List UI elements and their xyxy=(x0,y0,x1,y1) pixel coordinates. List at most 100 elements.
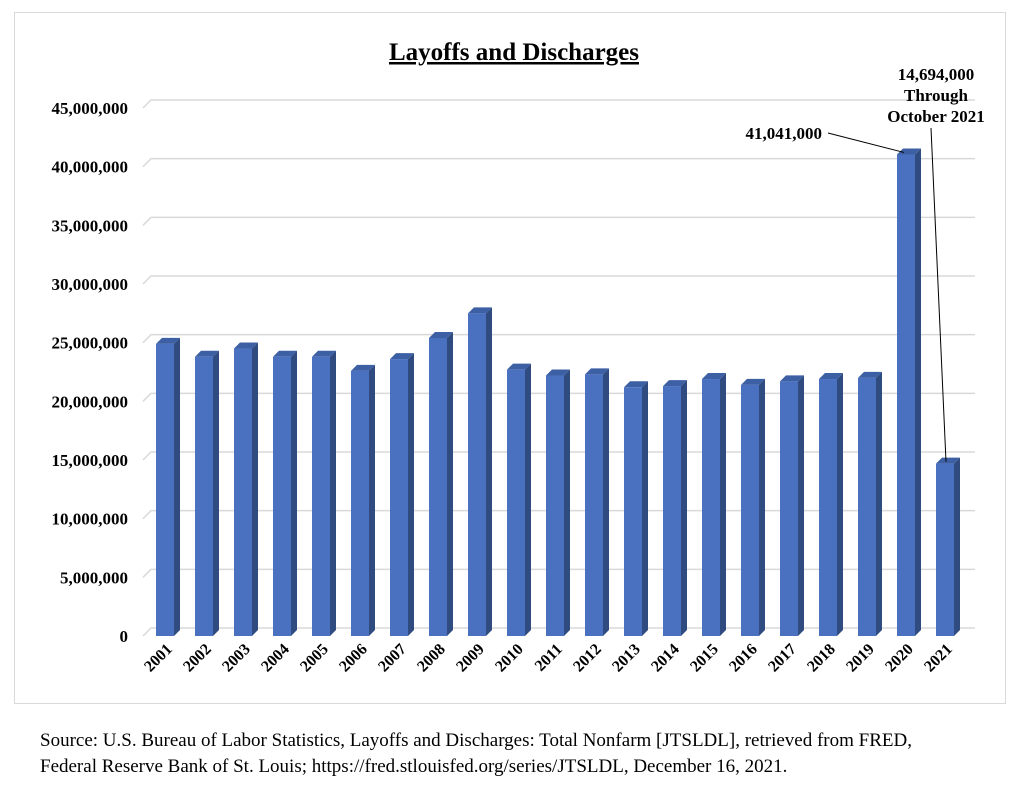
bar-top xyxy=(468,307,492,314)
x-tick-label: 2001 xyxy=(141,641,176,676)
x-tick-label: 2008 xyxy=(414,641,449,676)
x-tick-label: 2009 xyxy=(453,641,488,676)
bar xyxy=(624,387,642,636)
y-tick-label: 40,000,000 xyxy=(52,158,129,177)
bar-top xyxy=(351,364,375,371)
annotation-leader-line xyxy=(827,132,905,153)
bar-side xyxy=(486,307,492,636)
y-tick-label: 20,000,000 xyxy=(52,392,129,411)
bar-top xyxy=(897,148,921,155)
x-tick-label: 2010 xyxy=(492,641,527,676)
bar xyxy=(585,374,603,636)
gridline xyxy=(142,157,975,168)
bar-side xyxy=(603,368,609,636)
bar xyxy=(156,343,174,636)
bar-side xyxy=(369,364,375,636)
bar-side xyxy=(174,337,180,636)
y-tick-label: 15,000,000 xyxy=(52,451,129,470)
bar-side xyxy=(213,350,219,636)
bar xyxy=(234,348,252,636)
bar-top xyxy=(936,457,960,464)
x-tick-label: 2004 xyxy=(258,641,293,676)
bar-top xyxy=(858,371,882,378)
chart-frame xyxy=(14,12,1006,704)
bar xyxy=(195,356,213,636)
gridline xyxy=(142,509,975,520)
x-tick-label: 2016 xyxy=(726,641,761,676)
bar xyxy=(702,379,720,636)
annotation-leader-line xyxy=(930,127,947,462)
x-tick-label: 2012 xyxy=(570,641,605,676)
bar xyxy=(390,359,408,636)
bar-top xyxy=(195,350,219,357)
bar-top xyxy=(702,373,726,380)
annotation-2021-line: 14,694,000 xyxy=(898,65,975,84)
bar xyxy=(741,384,759,636)
bar xyxy=(546,375,564,636)
bar-side xyxy=(330,350,336,636)
y-tick-label: 30,000,000 xyxy=(52,275,129,294)
bar-side xyxy=(876,371,882,636)
x-tick-label: 2021 xyxy=(921,641,956,676)
bar xyxy=(273,356,291,636)
bar-top xyxy=(312,350,336,357)
x-tick-label: 2006 xyxy=(336,641,371,676)
bar-side xyxy=(408,353,414,636)
x-tick-label: 2007 xyxy=(375,641,410,676)
y-tick-label: 45,000,000 xyxy=(52,99,129,118)
bar-side xyxy=(759,378,765,636)
x-tick-label: 2015 xyxy=(687,641,722,676)
bar-side xyxy=(525,363,531,636)
bar-top xyxy=(741,378,765,385)
gridline xyxy=(142,392,975,402)
gridline xyxy=(142,216,975,226)
x-tick-label: 2002 xyxy=(180,641,215,676)
bar xyxy=(429,337,447,636)
annotation-2021-line: October 2021 xyxy=(887,107,984,126)
y-tick-label: 0 xyxy=(120,627,129,646)
bar xyxy=(858,377,876,636)
bar xyxy=(468,313,486,636)
y-tick-label: 10,000,000 xyxy=(52,510,129,529)
bar-side xyxy=(642,381,648,636)
bar-side xyxy=(954,457,960,636)
x-tick-label: 2020 xyxy=(882,641,917,676)
bar-top xyxy=(273,350,297,357)
annotation-2021-line: Through xyxy=(904,86,968,105)
bar xyxy=(663,386,681,636)
bar-side xyxy=(837,373,843,636)
bar xyxy=(780,381,798,636)
annotation-2020: 41,041,000 xyxy=(746,124,823,143)
bar-top xyxy=(429,331,453,338)
bar xyxy=(819,379,837,636)
gridline xyxy=(142,275,975,285)
source-line-2: Federal Reserve Bank of St. Louis; https… xyxy=(40,756,788,777)
bar-side xyxy=(291,350,297,636)
x-tick-label: 2017 xyxy=(765,641,800,676)
x-tick-label: 2019 xyxy=(843,641,878,676)
bar xyxy=(351,370,369,636)
x-tick-label: 2003 xyxy=(219,641,254,676)
y-tick-label: 35,000,000 xyxy=(52,216,129,235)
source-line-1: Source: U.S. Bureau of Labor Statistics,… xyxy=(40,730,912,751)
bar-top xyxy=(663,380,687,387)
bar-side xyxy=(252,342,258,636)
bar xyxy=(312,356,330,636)
gridline xyxy=(142,568,975,578)
bar-top xyxy=(624,381,648,388)
gridline xyxy=(142,451,975,461)
bar-top xyxy=(390,353,414,360)
bar xyxy=(936,463,954,636)
bar-top xyxy=(234,342,258,349)
source-note: Source: U.S. Bureau of Labor Statistics,… xyxy=(40,728,912,780)
bar-top xyxy=(507,363,531,370)
gridline xyxy=(142,99,975,109)
bar xyxy=(897,154,915,636)
bar-side xyxy=(681,380,687,636)
bar-side xyxy=(564,369,570,636)
bar xyxy=(507,369,525,636)
x-tick-label: 2011 xyxy=(532,641,566,675)
bar-side xyxy=(915,148,921,636)
x-tick-label: 2014 xyxy=(648,641,683,676)
bar-side xyxy=(447,331,453,636)
